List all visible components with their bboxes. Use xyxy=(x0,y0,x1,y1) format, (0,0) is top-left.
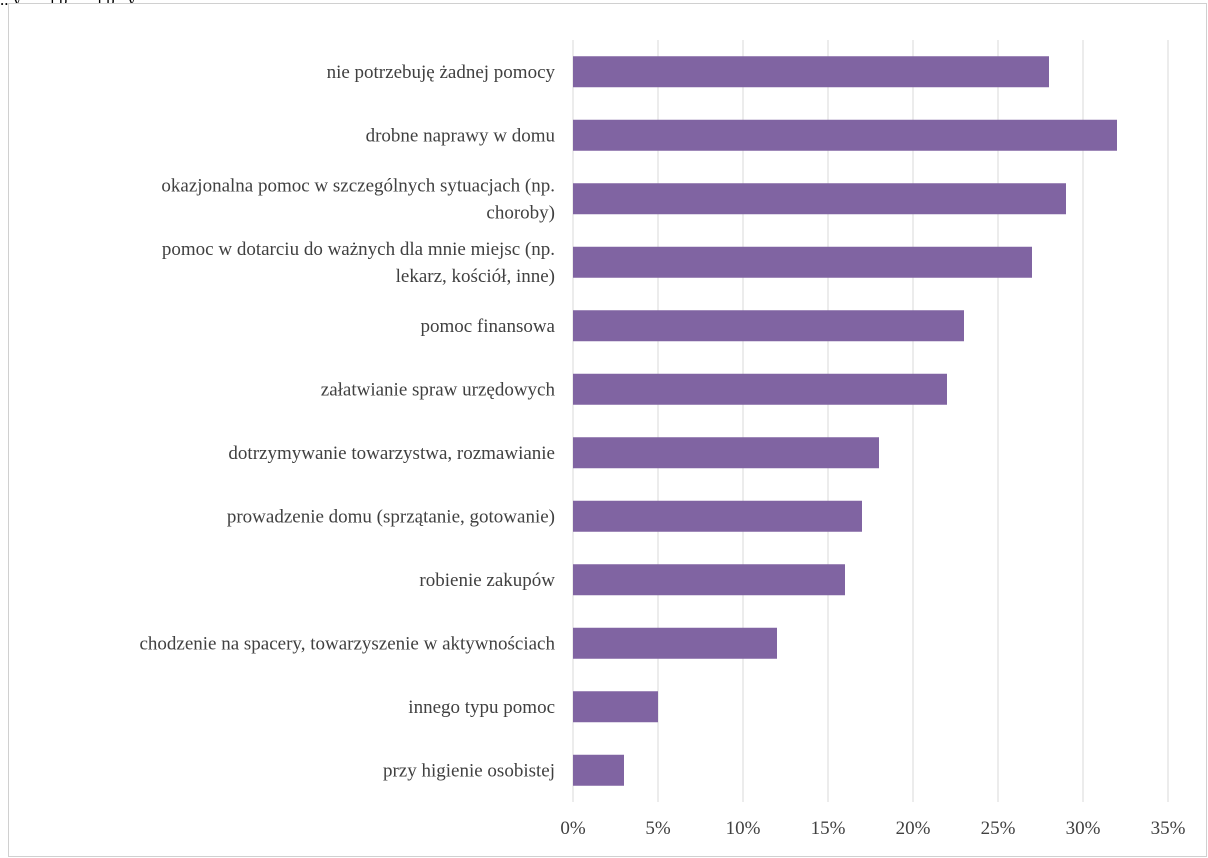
category-label: drobne naprawy w domu xyxy=(366,125,556,146)
bar xyxy=(573,119,1117,151)
bar xyxy=(573,246,1032,278)
bar xyxy=(573,500,862,532)
bar xyxy=(573,310,964,342)
bar xyxy=(573,691,658,723)
x-tick-label: 20% xyxy=(896,818,931,839)
x-axis-ticks: 0% 5% 10% 15% 20% 25% 30% 35% xyxy=(560,818,1185,839)
category-label-line: choroby) xyxy=(486,202,555,223)
gridlines xyxy=(572,40,1169,802)
category-label-line: prowadzenie domu (sprzątanie, gotowanie) xyxy=(227,506,555,527)
x-tick-label: 30% xyxy=(1066,818,1101,839)
category-label-line: pomoc w dotarciu do ważnych dla mnie mie… xyxy=(162,239,555,260)
category-label: pomoc w dotarciu do ważnych dla mnie mie… xyxy=(162,239,555,287)
category-label-line: pomoc finansowa xyxy=(420,316,555,337)
category-label-line: okazjonalna pomoc w szczególnych sytuacj… xyxy=(161,175,555,196)
category-label: innego typu pomoc xyxy=(408,697,555,718)
category-label: prowadzenie domu (sprzątanie, gotowanie) xyxy=(227,506,555,527)
category-label: pomoc finansowa xyxy=(420,316,555,337)
x-tick-label: 25% xyxy=(981,818,1016,839)
category-label-line: drobne naprawy w domu xyxy=(366,125,556,146)
category-label-line: załatwianie spraw urzędowych xyxy=(321,379,556,400)
bars xyxy=(573,56,1117,786)
category-label: chodzenie na spacery, towarzyszenie w ak… xyxy=(139,633,555,654)
bar-chart: nie potrzebuję żadnej pomocy drobne napra… xyxy=(139,40,1186,839)
category-label-line: nie potrzebuję żadnej pomocy xyxy=(327,62,556,83)
category-labels: nie potrzebuję żadnej pomocy drobne napra… xyxy=(139,62,555,782)
category-label-line: lekarz, kościół, inne) xyxy=(396,266,555,287)
bar xyxy=(573,183,1066,215)
category-label: załatwianie spraw urzędowych xyxy=(321,379,556,400)
chart-area: nie potrzebuję żadnej pomocy drobne napra… xyxy=(8,3,1207,857)
bar xyxy=(573,437,879,469)
category-label: okazjonalna pomoc w szczególnych sytuacj… xyxy=(161,175,555,223)
category-label-line: dotrzymywanie towarzystwa, rozmawianie xyxy=(228,443,555,464)
category-label: dotrzymywanie towarzystwa, rozmawianie xyxy=(228,443,555,464)
category-label: przy higienie osobistej xyxy=(383,760,555,781)
bar xyxy=(573,564,845,596)
category-label-line: innego typu pomoc xyxy=(408,697,555,718)
x-tick-label: 15% xyxy=(811,818,846,839)
x-tick-label: 35% xyxy=(1151,818,1186,839)
bar xyxy=(573,754,624,786)
bar xyxy=(573,56,1049,88)
category-label: nie potrzebuję żadnej pomocy xyxy=(327,62,556,83)
bar xyxy=(573,373,947,405)
x-tick-label: 5% xyxy=(645,818,671,839)
category-label: robienie zakupów xyxy=(419,570,555,591)
category-label-line: chodzenie na spacery, towarzyszenie w ak… xyxy=(139,633,555,654)
x-tick-label: 10% xyxy=(726,818,761,839)
category-label-line: robienie zakupów xyxy=(419,570,555,591)
category-label-line: przy higienie osobistej xyxy=(383,760,555,781)
bar xyxy=(573,627,777,659)
x-tick-label: 0% xyxy=(560,818,586,839)
